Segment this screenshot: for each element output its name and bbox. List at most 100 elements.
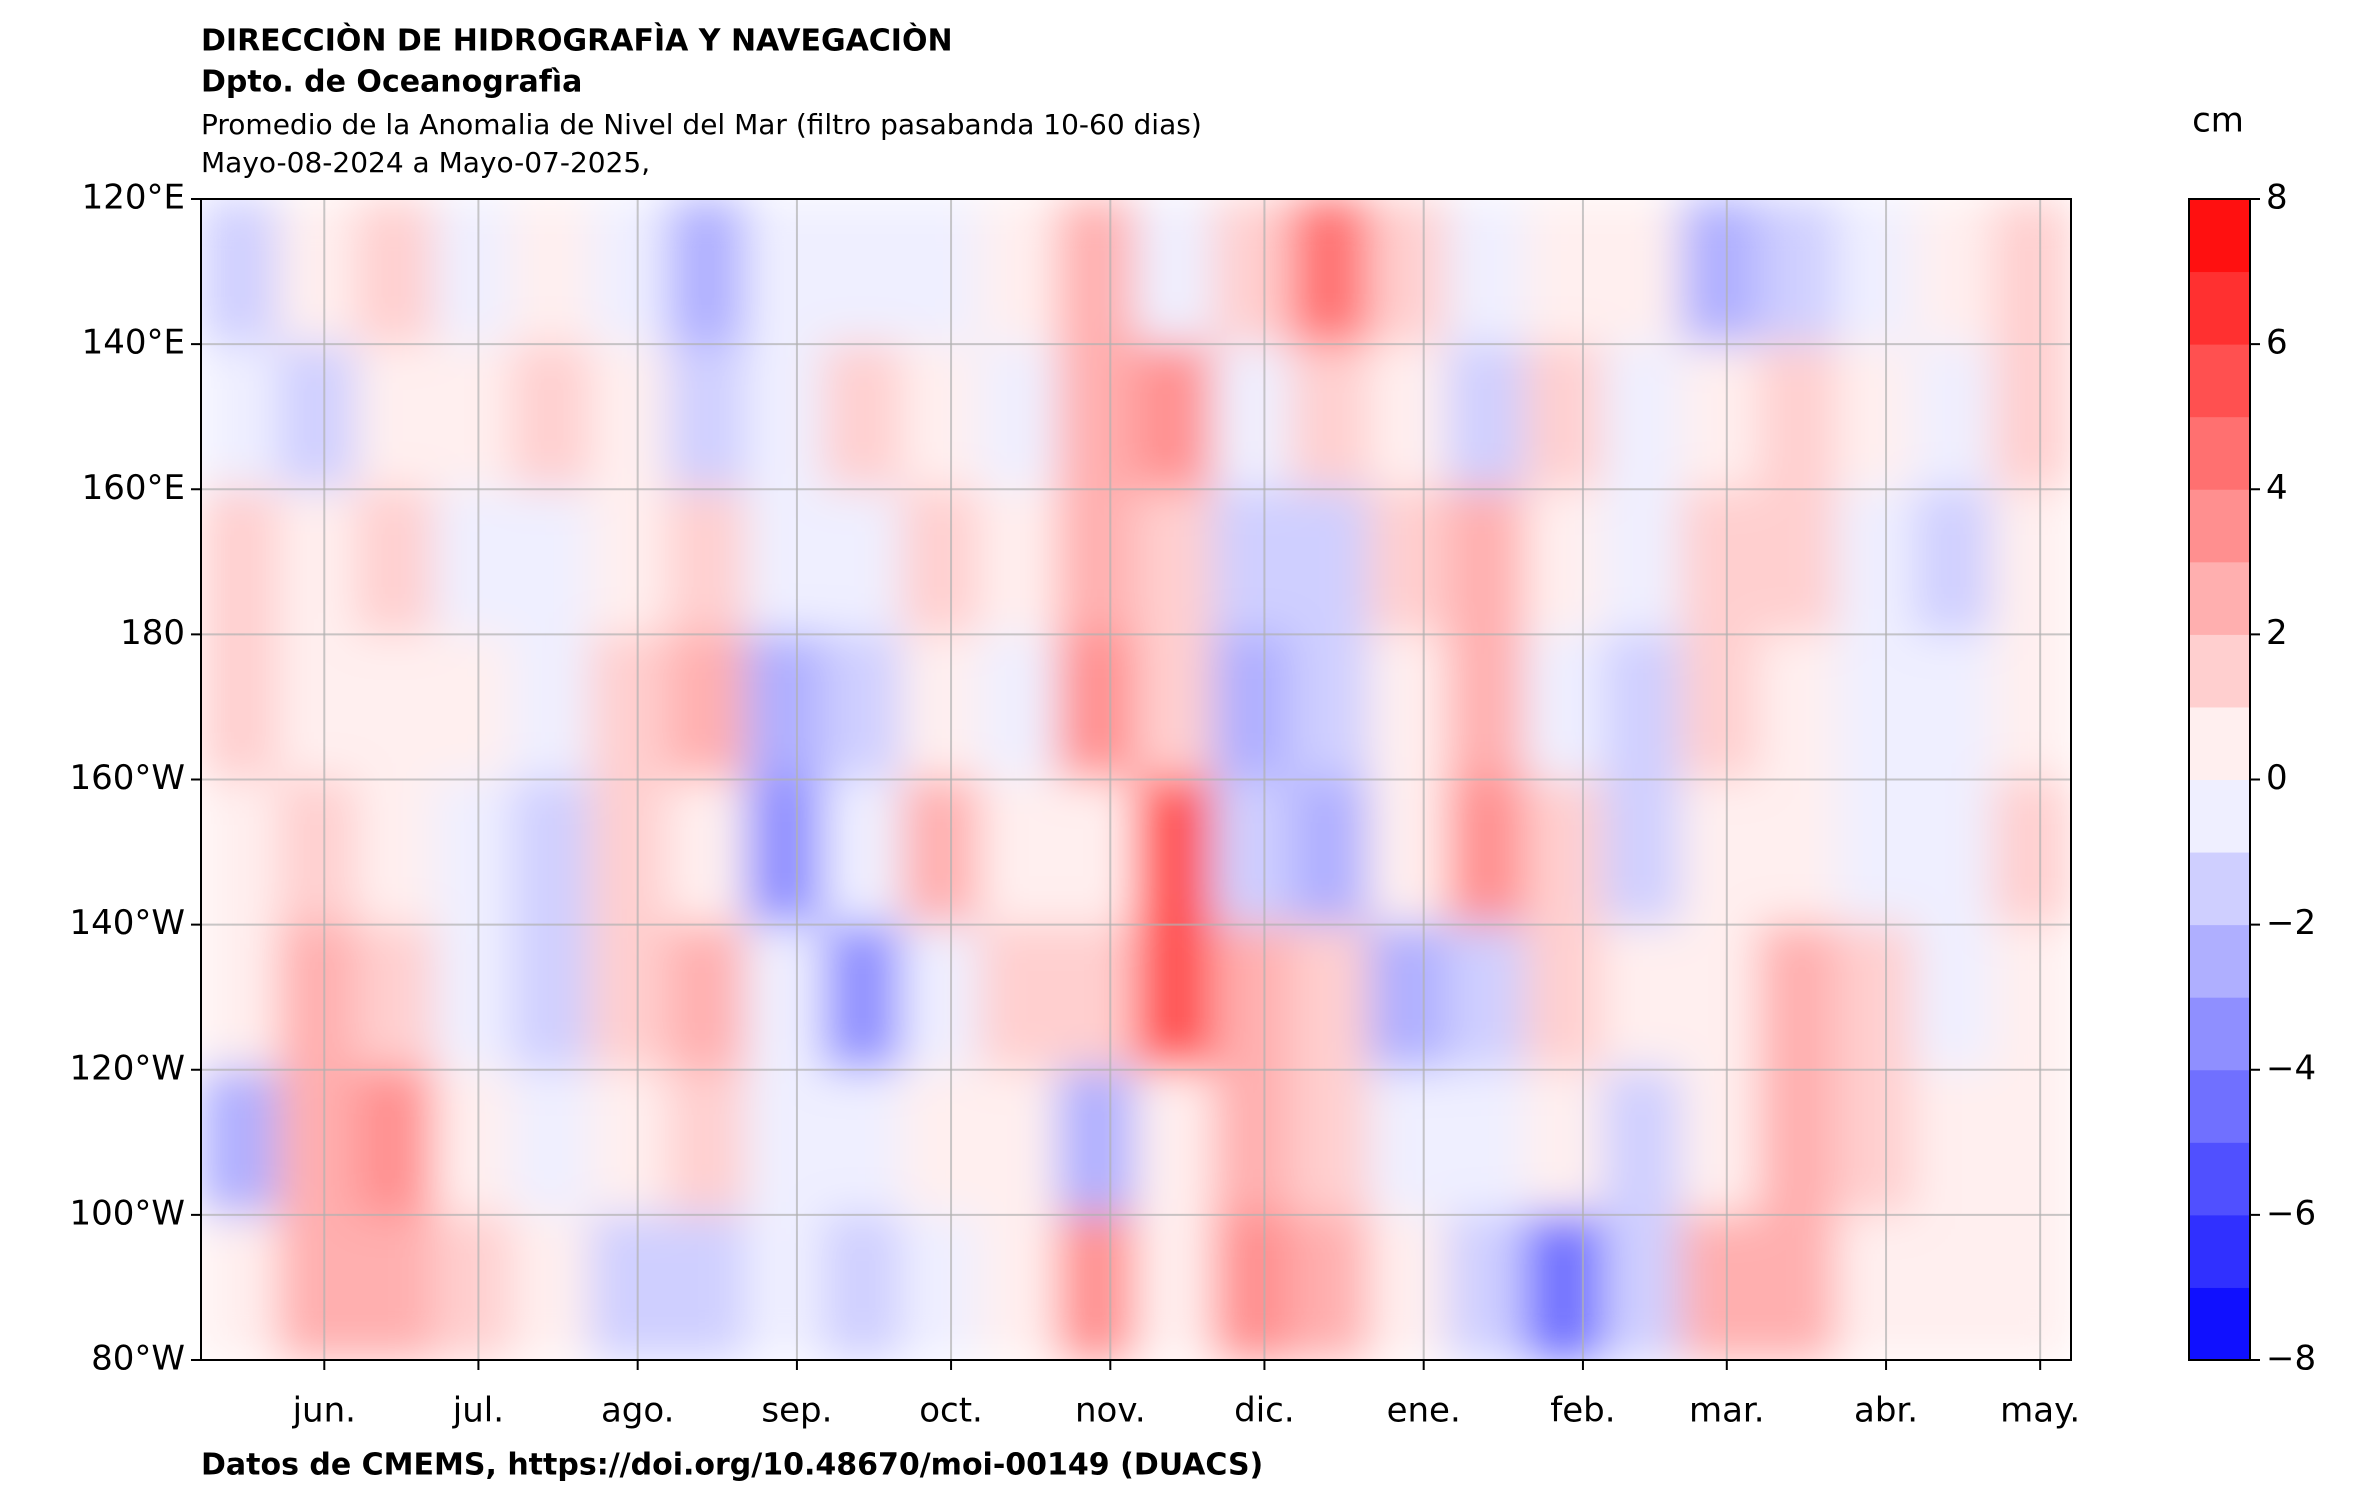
heat-cell xyxy=(1212,343,1293,491)
heat-cell xyxy=(1602,1068,1683,1216)
colorbar-tick-label: 6 xyxy=(2266,323,2288,363)
heat-cell xyxy=(277,343,358,491)
heat-cell xyxy=(1914,923,1995,1071)
colorbar-segment xyxy=(2189,634,2250,708)
heat-cell xyxy=(1914,1068,1995,1216)
heat-cell xyxy=(433,633,514,781)
heat-cell xyxy=(277,633,358,781)
chart-title: Promedio de la Anomalia de Nivel del Mar… xyxy=(201,108,1202,141)
heat-cell xyxy=(511,488,592,636)
heat-cell xyxy=(589,633,670,781)
heat-cell xyxy=(511,923,592,1071)
heat-cell xyxy=(1992,343,2071,491)
heat-cell xyxy=(823,1213,904,1360)
heat-cell xyxy=(1135,778,1215,926)
heat-cell xyxy=(979,633,1060,781)
heat-cell xyxy=(1758,199,1839,346)
heat-cell xyxy=(1524,1068,1605,1216)
heat-cell xyxy=(589,923,670,1071)
heat-cell xyxy=(433,1068,514,1216)
heat-cell xyxy=(1758,488,1839,636)
heat-cell xyxy=(1758,343,1839,491)
heat-cell xyxy=(1758,1068,1839,1216)
heat-cell xyxy=(901,343,982,491)
heat-cell xyxy=(1524,1213,1605,1360)
colorbar-segment xyxy=(2189,852,2250,926)
heat-cell xyxy=(1290,778,1371,926)
x-tick-label: sep. xyxy=(761,1391,832,1431)
heat-cell xyxy=(277,1213,358,1360)
heat-cell xyxy=(823,923,904,1071)
colorbar-tick-label: 2 xyxy=(2266,613,2288,653)
heat-cell xyxy=(1836,1068,1917,1216)
heat-cell xyxy=(1057,1068,1137,1216)
heat-cell xyxy=(1290,199,1371,346)
y-tick-label: 140°W xyxy=(69,903,185,943)
heat-cell xyxy=(1446,488,1527,636)
heat-cell xyxy=(745,1213,826,1360)
heat-cell xyxy=(511,778,592,926)
y-tick-label: 120°E xyxy=(82,178,185,218)
heat-cell xyxy=(667,343,748,491)
heat-cell xyxy=(1836,1213,1917,1360)
heat-cell xyxy=(1212,1068,1293,1216)
heat-cell xyxy=(979,343,1060,491)
heat-cell xyxy=(1524,488,1605,636)
heat-cell xyxy=(1836,633,1917,781)
colorbar-tick-label: −4 xyxy=(2266,1048,2316,1088)
heat-cell xyxy=(355,923,436,1071)
heat-cell xyxy=(979,488,1060,636)
heat-cell xyxy=(1602,778,1683,926)
y-tick-label: 160°W xyxy=(69,758,185,798)
heat-cell xyxy=(1992,1068,2071,1216)
heat-cell xyxy=(1602,633,1683,781)
heat-cell xyxy=(979,1213,1060,1360)
colorbar-segment xyxy=(2189,997,2250,1071)
heat-cell xyxy=(1524,778,1605,926)
x-tick-label: dic. xyxy=(1234,1391,1295,1431)
heat-cell xyxy=(901,923,982,1071)
heat-cell xyxy=(1057,778,1137,926)
heat-cell xyxy=(979,1068,1060,1216)
heat-cell xyxy=(433,343,514,491)
colorbar-tick-label: −2 xyxy=(2266,903,2316,943)
heat-cell xyxy=(901,1068,982,1216)
heat-cell xyxy=(1290,488,1371,636)
heat-cell xyxy=(355,199,436,346)
heat-cell xyxy=(1914,633,1995,781)
heat-cell xyxy=(1446,778,1527,926)
source-note: Datos de CMEMS, https://doi.org/10.48670… xyxy=(201,1448,1263,1483)
heat-cell xyxy=(1135,343,1215,491)
y-tick-label: 160°E xyxy=(82,468,185,508)
heat-cell xyxy=(589,1213,670,1360)
x-tick-label: oct. xyxy=(919,1391,983,1431)
heat-cell xyxy=(1057,343,1137,491)
heat-cell xyxy=(1524,199,1605,346)
heat-cell xyxy=(1446,1068,1527,1216)
heat-cell xyxy=(589,1068,670,1216)
heat-cell xyxy=(1602,343,1683,491)
heat-cell xyxy=(823,1068,904,1216)
heat-cell xyxy=(1914,488,1995,636)
heat-cell xyxy=(1135,488,1215,636)
heat-cell xyxy=(823,633,904,781)
heat-cell xyxy=(201,923,280,1071)
heat-cell xyxy=(667,1213,748,1360)
heat-cell xyxy=(823,488,904,636)
heat-cell xyxy=(1680,633,1761,781)
heat-cell xyxy=(667,1068,748,1216)
heat-cell xyxy=(745,488,826,636)
heat-cell xyxy=(1524,633,1605,781)
header-line: DIRECCIÒN DE HIDROGRAFÌA Y NAVEGACIÒN xyxy=(201,22,953,59)
x-tick-label: nov. xyxy=(1075,1391,1146,1431)
heat-cell xyxy=(823,778,904,926)
colorbar-tick-label: −6 xyxy=(2266,1193,2316,1233)
heat-cell xyxy=(201,343,280,491)
colorbar-segment xyxy=(2189,344,2250,418)
colorbar-segment xyxy=(2189,561,2250,635)
heat-cell xyxy=(201,199,280,346)
heat-cell xyxy=(355,343,436,491)
heat-cell xyxy=(1212,199,1293,346)
heat-cell xyxy=(1680,1068,1761,1216)
heat-cell xyxy=(979,199,1060,346)
